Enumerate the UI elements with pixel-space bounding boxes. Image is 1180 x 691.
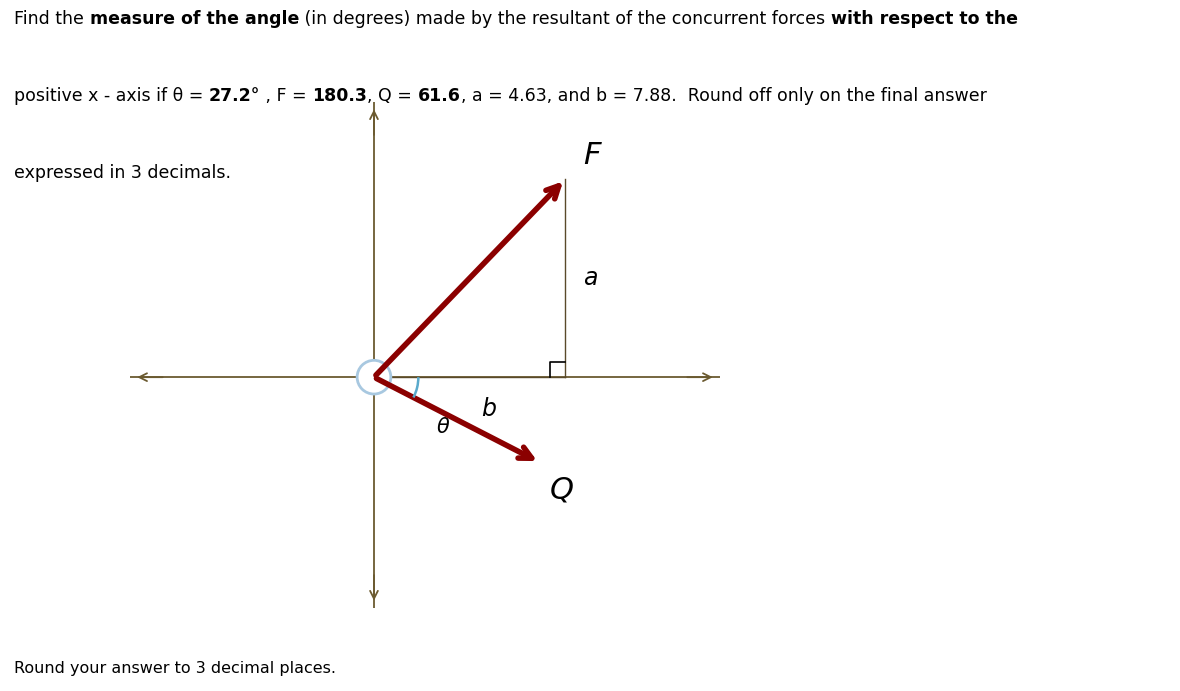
Text: 27.2°: 27.2°	[209, 87, 261, 105]
Text: $\theta$: $\theta$	[437, 417, 451, 437]
Text: , Q =: , Q =	[367, 87, 418, 105]
Text: expressed in 3 decimals.: expressed in 3 decimals.	[14, 164, 231, 182]
Text: , a = 4.63, and b = 7.88.  Round off only on the final answer: , a = 4.63, and b = 7.88. Round off only…	[460, 87, 986, 105]
Text: 180.3: 180.3	[313, 87, 367, 105]
Text: , F =: , F =	[261, 87, 313, 105]
Text: (in degrees) made by the resultant of the concurrent forces: (in degrees) made by the resultant of th…	[299, 10, 831, 28]
Text: Find the: Find the	[14, 10, 90, 28]
Text: $b$: $b$	[480, 397, 497, 421]
Circle shape	[358, 360, 391, 394]
Text: positive x - axis if θ =: positive x - axis if θ =	[14, 87, 209, 105]
Text: measure of the angle: measure of the angle	[90, 10, 299, 28]
Text: $Q$: $Q$	[549, 475, 573, 504]
Text: Round your answer to 3 decimal places.: Round your answer to 3 decimal places.	[14, 661, 336, 676]
Text: with respect to the: with respect to the	[831, 10, 1017, 28]
Text: $a$: $a$	[583, 266, 598, 290]
Text: $F$: $F$	[583, 142, 603, 171]
Text: 61.6: 61.6	[418, 87, 460, 105]
